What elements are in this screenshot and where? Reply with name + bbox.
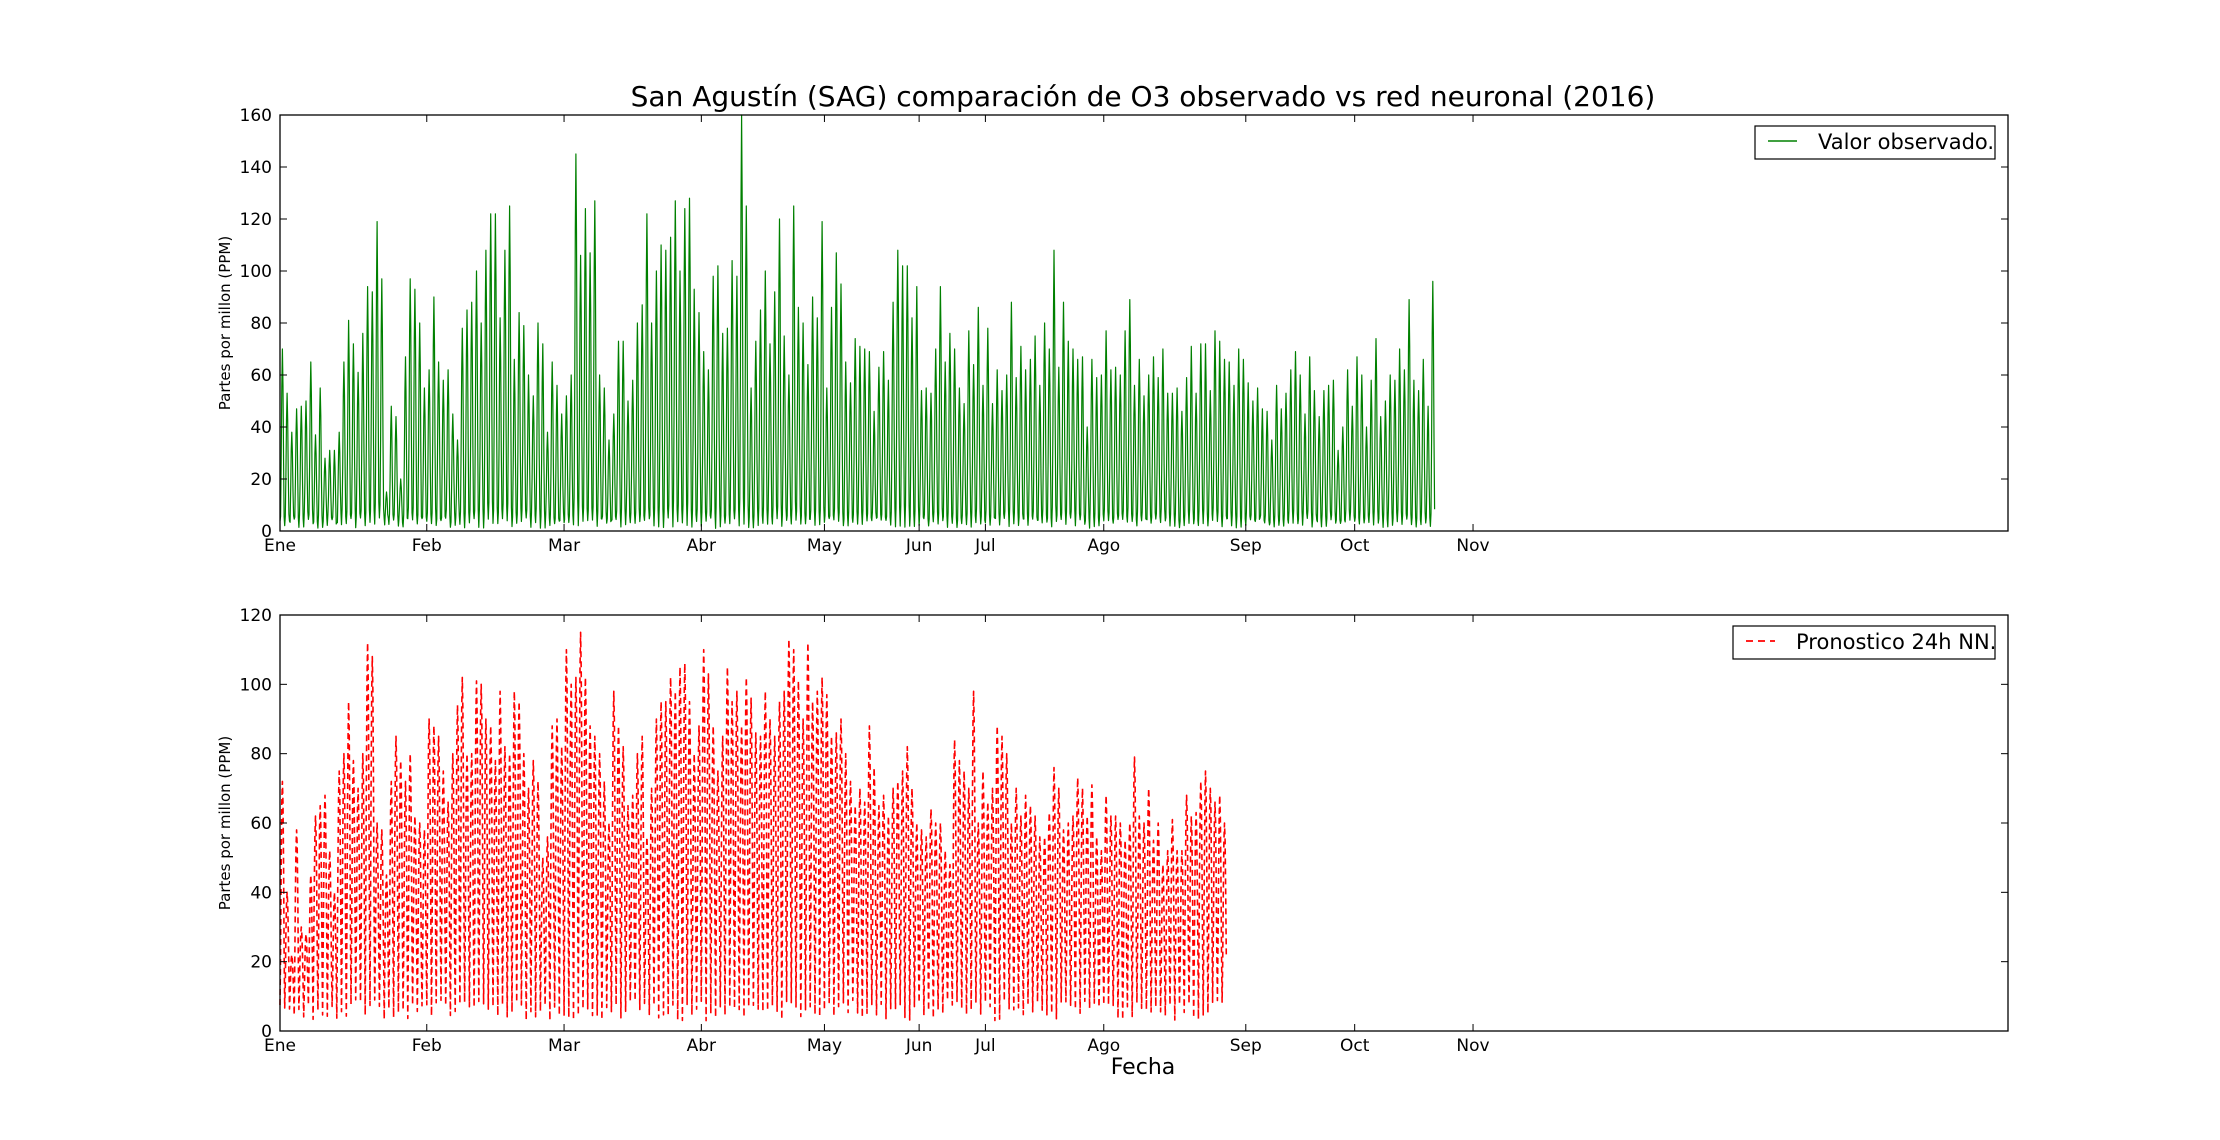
chart-title: San Agustín (SAG) comparación de O3 obse… xyxy=(631,80,1656,113)
observed-legend-label: Valor observado. xyxy=(1818,130,1994,154)
forecast-line xyxy=(279,631,1228,1022)
observed-series xyxy=(279,114,1436,530)
forecast-legend-label: Pronostico 24h NN. xyxy=(1796,630,1996,654)
forecast-legend-box xyxy=(1732,625,1996,660)
forecast-panel: 0 20 40 60 80 100 120 Ene Feb Mar Abr May Jun Jul Ago… xyxy=(216,606,2009,1056)
x-tick-label: Nov xyxy=(1456,536,1489,556)
y-tick-label: 20 xyxy=(250,470,272,490)
x-tick-label: Jul xyxy=(974,536,996,556)
x-tick-label: May xyxy=(807,1036,842,1056)
x-axis-label: Fecha xyxy=(1111,1055,1176,1080)
x-tick-label: Ago xyxy=(1087,536,1120,556)
y-tick-label: 0 xyxy=(261,522,272,542)
forecast-y-axis-label: Partes por millon (PPM) xyxy=(216,736,234,910)
forecast-x-axis: Ene Feb Mar Abr May Jun Jul Ago Sep Oct Nov xyxy=(264,615,1490,1056)
x-tick-label: Feb xyxy=(412,1036,442,1056)
observed-legend: Valor observado. xyxy=(1754,125,1996,160)
y-tick-label: 20 xyxy=(250,953,272,973)
forecast-y-axis: 0 20 40 60 80 100 120 xyxy=(240,606,2008,1042)
observed-legend-box xyxy=(1754,125,1996,160)
y-tick-label: 60 xyxy=(250,366,272,386)
x-tick-label: Ene xyxy=(264,536,296,556)
forecast-series xyxy=(279,631,1228,1022)
observed-line xyxy=(279,114,1436,530)
x-tick-label: Sep xyxy=(1230,536,1262,556)
observed-y-axis-label: Partes por millon (PPM) xyxy=(216,236,234,410)
x-tick-label: Nov xyxy=(1456,1036,1489,1056)
observed-x-axis: Ene Feb Mar Abr May Jun Jul Ago Sep Oct Nov xyxy=(264,115,1490,556)
x-tick-label: Jul xyxy=(974,1036,996,1056)
y-tick-label: 140 xyxy=(240,158,272,178)
x-tick-label: Jun xyxy=(905,1036,933,1056)
x-tick-label: Abr xyxy=(687,1036,716,1056)
x-tick-label: Mar xyxy=(548,1036,580,1056)
y-tick-label: 0 xyxy=(261,1022,272,1042)
observed-panel: 0 20 40 60 80 100 120 140 160 Ene Feb Mar Abr May Jun… xyxy=(216,106,2009,556)
x-tick-label: Feb xyxy=(412,536,442,556)
y-tick-label: 120 xyxy=(240,210,272,230)
x-tick-label: May xyxy=(807,536,842,556)
x-tick-label: Oct xyxy=(1340,536,1370,556)
x-tick-label: Oct xyxy=(1340,1036,1370,1056)
x-tick-label: Jun xyxy=(905,536,933,556)
forecast-legend: Pronostico 24h NN. xyxy=(1732,625,1996,660)
observed-y-axis: 0 20 40 60 80 100 120 140 160 xyxy=(240,106,2008,542)
y-tick-label: 80 xyxy=(250,745,272,765)
x-tick-label: Sep xyxy=(1230,1036,1262,1056)
y-tick-label: 100 xyxy=(240,675,272,695)
y-tick-label: 60 xyxy=(250,814,272,834)
x-tick-label: Ago xyxy=(1087,1036,1120,1056)
y-tick-label: 80 xyxy=(250,314,272,334)
x-tick-label: Ene xyxy=(264,1036,296,1056)
y-tick-label: 40 xyxy=(250,883,272,903)
y-tick-label: 120 xyxy=(240,606,272,626)
y-tick-label: 160 xyxy=(240,106,272,126)
y-tick-label: 100 xyxy=(240,262,272,282)
y-tick-label: 40 xyxy=(250,418,272,438)
x-tick-label: Abr xyxy=(687,536,716,556)
x-tick-label: Mar xyxy=(548,536,580,556)
